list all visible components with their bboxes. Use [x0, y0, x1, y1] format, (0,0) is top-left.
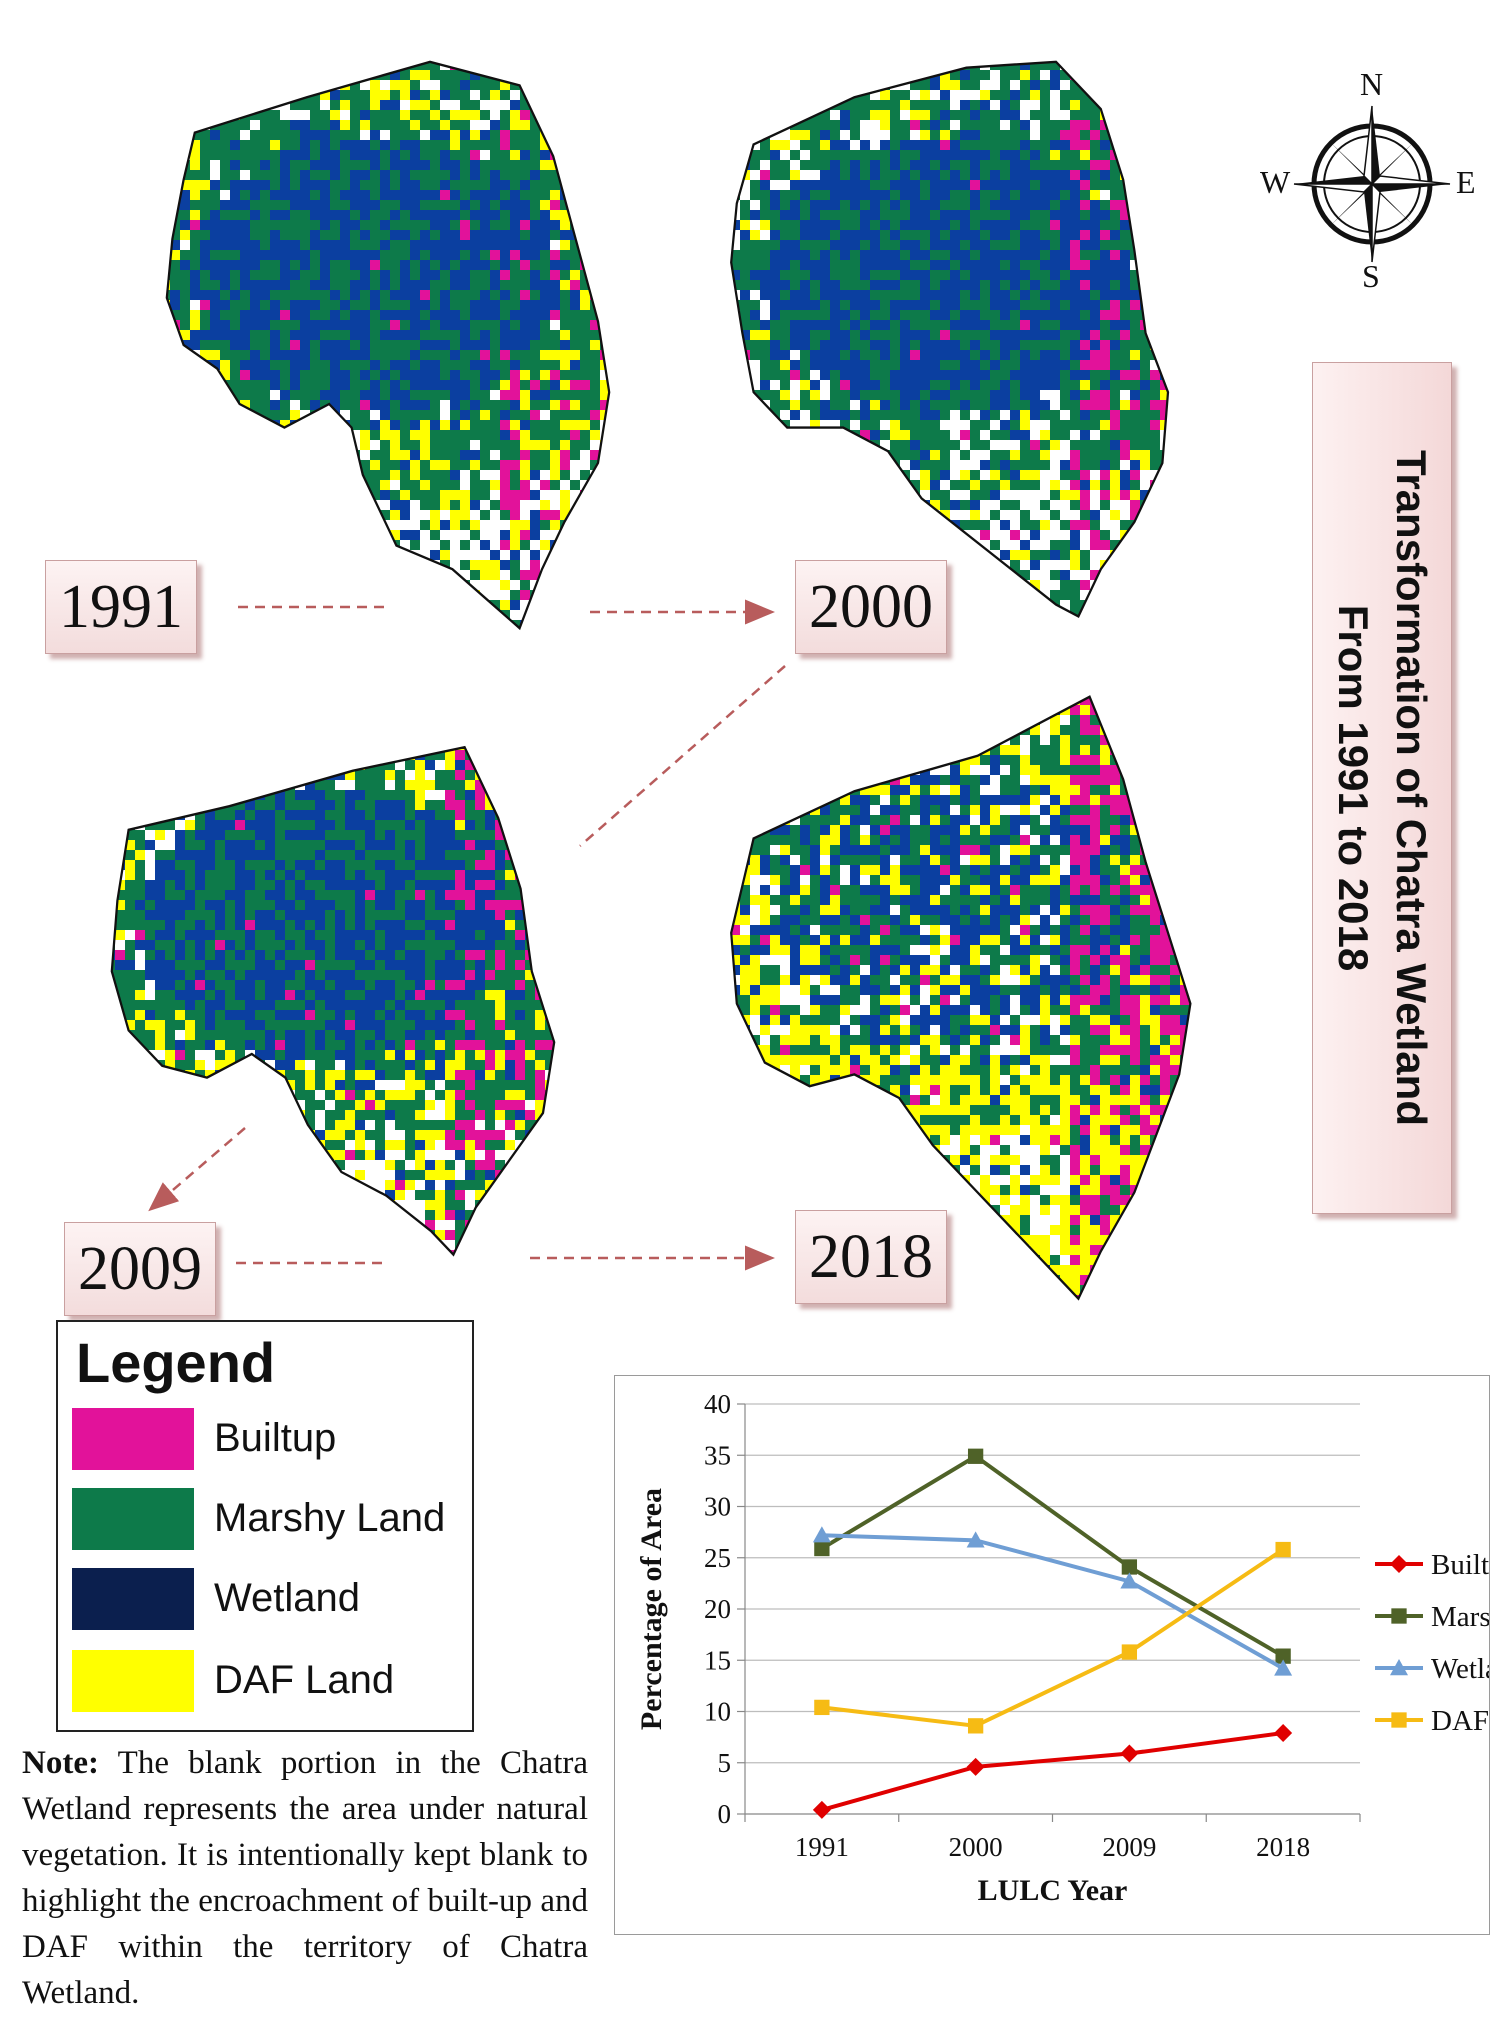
map-2000: [730, 60, 1170, 618]
legend-label-wetland: Wetland: [214, 1576, 361, 1620]
chart-legend-item: DAF: [1375, 1705, 1489, 1737]
chart-legend-item: Wetland: [1375, 1653, 1502, 1685]
north-arrow: N E S W: [1260, 66, 1476, 300]
data-point: [967, 1448, 984, 1464]
x-tick-label: 2018: [1256, 1832, 1310, 1862]
chart-legend-item: Builtup: [1375, 1549, 1502, 1581]
year-label-1991: 1991: [45, 560, 197, 654]
data-point: [814, 1540, 830, 1557]
compass-east-label: E: [1456, 164, 1476, 200]
x-axis-label: LULC Year: [978, 1874, 1128, 1907]
title-panel: Transformation of Chatra Wetland From 19…: [1312, 362, 1452, 1214]
y-tick-label: 0: [718, 1799, 732, 1829]
legend-label: Marshy land: [1431, 1601, 1489, 1633]
legend-label-marshy-land: Marshy Land: [214, 1496, 446, 1540]
map-1991: [165, 60, 611, 631]
compass-west-label: W: [1260, 164, 1291, 200]
y-tick-label: 15: [704, 1645, 731, 1675]
chart-legend-item: Marshy land: [1375, 1601, 1502, 1633]
legend-marker: [1390, 1555, 1408, 1573]
series-daf: [814, 1541, 1291, 1734]
y-axis-label: Percentage of Area: [635, 1488, 668, 1730]
title-line-2: From 1991 to 2018: [1330, 604, 1377, 972]
series-wetland: [812, 1526, 1293, 1676]
legend-marker: [1391, 1608, 1407, 1624]
map-legend: Legend Builtup Marshy Land Wetland DAF L…: [56, 1320, 474, 1732]
year-label-2009: 2009: [64, 1222, 216, 1316]
title-line-1: Transformation of Chatra Wetland: [1388, 450, 1435, 1126]
x-tick-label: 2009: [1102, 1832, 1156, 1862]
chart-panel: 0 5 10 15 20 25 30 35 40 1991 2000 2009 2018 LULC Yea…: [614, 1375, 1502, 1935]
data-point: [1275, 1541, 1291, 1558]
series-line: [820, 1453, 1285, 1658]
series-builtup: [812, 1724, 1293, 1819]
arrow-to-2009: [148, 1127, 246, 1212]
legend-label: DAF: [1431, 1705, 1489, 1737]
data-point: [966, 1531, 985, 1548]
compass-rose-icon: [1293, 105, 1451, 263]
legend-label: Wetland: [1431, 1653, 1489, 1685]
arrow-segment: [579, 665, 786, 847]
series-marshy-land: [814, 1448, 1291, 1664]
legend-swatch-builtup: [72, 1408, 194, 1470]
legend-marker: [1391, 1712, 1407, 1728]
y-tick-label: 10: [704, 1697, 731, 1727]
data-point: [812, 1800, 831, 1819]
legend-label: Builtup: [1431, 1549, 1489, 1581]
map-2018: [730, 695, 1192, 1301]
series-line: [821, 1533, 1285, 1671]
x-tick-label: 2000: [949, 1832, 1003, 1862]
note-text: The blank portion in the Chatra Wetland …: [22, 1745, 588, 2011]
data-point: [1120, 1572, 1139, 1589]
legend-item-daf-land: DAF Land: [72, 1650, 472, 1712]
y-tick-label: 25: [704, 1543, 731, 1573]
data-point: [966, 1757, 985, 1776]
data-point: [812, 1526, 831, 1543]
year-label-2000: 2000: [795, 560, 947, 654]
y-tick-label: 35: [704, 1440, 731, 1470]
data-point: [1274, 1659, 1293, 1676]
y-tick-label: 20: [704, 1594, 731, 1624]
y-tick-label: 5: [718, 1748, 732, 1778]
page-title: Transformation of Chatra Wetland From 19…: [1324, 368, 1440, 1208]
legend-title: Legend: [76, 1331, 276, 1394]
compass-north-label: N: [1360, 66, 1384, 102]
legend-label-daf-land: DAF Land: [214, 1658, 395, 1702]
series-line: [821, 1547, 1285, 1728]
compass-south-label: S: [1362, 258, 1380, 294]
legend-swatch-marshy-land: [72, 1488, 194, 1550]
map-note: Note: The blank portion in the Chatra We…: [22, 1740, 588, 2016]
legend-item-marshy-land: Marshy Land: [72, 1488, 472, 1550]
map-2009: [110, 745, 556, 1257]
data-point: [1274, 1724, 1293, 1743]
legend-marker: [1390, 1659, 1408, 1676]
note-label: Note:: [22, 1745, 99, 1781]
year-label-2018: 2018: [795, 1210, 947, 1304]
data-point: [814, 1699, 830, 1716]
legend-item-builtup: Builtup: [72, 1408, 472, 1470]
legend-item-wetland: Wetland: [72, 1568, 472, 1630]
y-tick-label: 30: [704, 1492, 731, 1522]
series-line: [821, 1731, 1284, 1812]
data-point: [1120, 1744, 1139, 1763]
legend-label-builtup: Builtup: [214, 1416, 337, 1460]
legend-swatch-wetland: [72, 1568, 194, 1630]
y-tick-label: 40: [704, 1389, 731, 1419]
data-point: [1121, 1644, 1138, 1660]
data-point: [967, 1718, 984, 1734]
line-chart: 0 5 10 15 20 25 30 35 40 1991 2000 2009 2018 LULC Yea…: [635, 1389, 1502, 1907]
x-tick-label: 1991: [795, 1832, 849, 1862]
data-point: [1121, 1559, 1138, 1575]
legend-swatch-daf-land: [72, 1650, 194, 1712]
data-point: [1275, 1648, 1291, 1664]
